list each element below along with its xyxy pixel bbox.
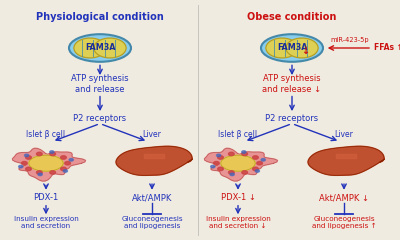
Text: PDX-1 ↓: PDX-1 ↓ — [220, 193, 256, 203]
Text: Obese condition: Obese condition — [247, 12, 337, 22]
Ellipse shape — [69, 34, 131, 62]
Polygon shape — [29, 155, 63, 171]
Circle shape — [63, 170, 68, 172]
Text: Physiological condition: Physiological condition — [36, 12, 164, 22]
Text: Insulin expression
and secretion: Insulin expression and secretion — [14, 216, 78, 229]
Circle shape — [61, 167, 66, 171]
Circle shape — [228, 171, 234, 174]
Circle shape — [69, 159, 73, 161]
Circle shape — [261, 159, 265, 161]
Ellipse shape — [261, 34, 323, 62]
Circle shape — [242, 152, 248, 156]
Ellipse shape — [74, 38, 106, 58]
Circle shape — [24, 154, 29, 157]
Circle shape — [36, 171, 42, 174]
Circle shape — [50, 151, 54, 153]
Polygon shape — [221, 155, 255, 171]
Circle shape — [242, 151, 246, 153]
Text: ATP synthesis
and release ↓: ATP synthesis and release ↓ — [262, 74, 322, 94]
Circle shape — [253, 156, 258, 159]
Circle shape — [26, 167, 31, 171]
Text: Islet β cell: Islet β cell — [218, 130, 258, 139]
Circle shape — [255, 170, 260, 172]
Circle shape — [211, 165, 215, 168]
Text: Islet β cell: Islet β cell — [26, 130, 66, 139]
Circle shape — [26, 156, 31, 159]
Circle shape — [36, 152, 42, 156]
Circle shape — [230, 173, 234, 176]
Ellipse shape — [286, 38, 318, 58]
Ellipse shape — [94, 38, 126, 58]
Text: Gluconeogenesis
and lipogenesis: Gluconeogenesis and lipogenesis — [121, 216, 183, 229]
Circle shape — [19, 165, 23, 168]
Text: Liver: Liver — [142, 130, 162, 139]
Circle shape — [242, 171, 248, 174]
Circle shape — [50, 152, 56, 156]
Circle shape — [218, 167, 223, 171]
Circle shape — [218, 156, 223, 159]
Ellipse shape — [266, 38, 298, 58]
Polygon shape — [116, 146, 192, 175]
Text: FAM3A: FAM3A — [85, 43, 115, 53]
Polygon shape — [308, 146, 384, 175]
Circle shape — [214, 162, 219, 165]
Text: Gluconeogenesis
and lipogenesis ↑: Gluconeogenesis and lipogenesis ↑ — [312, 216, 376, 229]
Circle shape — [50, 171, 56, 174]
Text: Insulin expression
and secretion ↓: Insulin expression and secretion ↓ — [206, 216, 270, 229]
Polygon shape — [12, 148, 86, 181]
Circle shape — [216, 154, 221, 157]
Circle shape — [253, 167, 258, 171]
Text: Liver: Liver — [334, 130, 354, 139]
Text: ↓: ↓ — [301, 46, 309, 56]
Circle shape — [228, 152, 234, 156]
Text: PDX-1: PDX-1 — [33, 193, 59, 203]
Text: Akt/AMPK ↓: Akt/AMPK ↓ — [319, 193, 369, 203]
Circle shape — [38, 173, 42, 176]
Polygon shape — [204, 148, 278, 181]
Circle shape — [22, 162, 27, 165]
Text: miR-423-5p: miR-423-5p — [331, 37, 369, 43]
Text: P2 receptors: P2 receptors — [266, 114, 318, 123]
Circle shape — [257, 162, 262, 165]
Circle shape — [61, 156, 66, 159]
Text: Akt/AMPK: Akt/AMPK — [132, 193, 172, 203]
Text: P2 receptors: P2 receptors — [74, 114, 126, 123]
Text: ATP synthesis
and release: ATP synthesis and release — [71, 74, 129, 94]
Text: FAM3A: FAM3A — [277, 43, 307, 53]
Circle shape — [65, 162, 70, 165]
Text: FFAs ↑: FFAs ↑ — [374, 43, 400, 53]
